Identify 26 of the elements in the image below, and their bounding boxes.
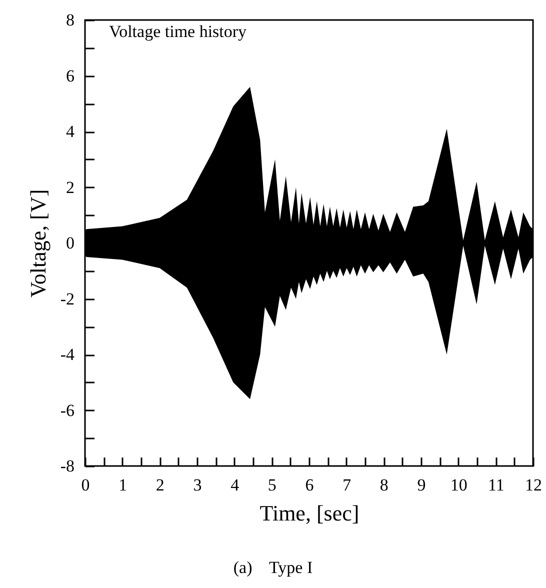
x-tick-label: 7 [342,476,352,494]
text: (a) Type I [232,558,314,578]
x-tick-label: 9 [417,476,426,494]
y-tick-label: 2 [66,178,74,197]
y-axis-title: Voltage, [V] [25,189,50,298]
x-tick-label: 3 [193,476,202,494]
y-tick-label: -8 [60,456,74,476]
x-tick-label: 0 [81,476,90,494]
x-tick-label: 4 [230,476,240,494]
y-tick-label: 6 [66,66,74,86]
y-tick-label: -6 [60,400,74,420]
x-tick-label: 12 [525,476,542,494]
x-tick-label: 6 [305,476,314,494]
y-tick-label: 4 [66,122,75,141]
y-tick-label: 0 [66,234,74,252]
y-tick-label: 8 [66,10,74,30]
chart-title: Voltage time history [109,22,248,41]
x-tick-label: 10 [450,476,468,494]
y-tick-label: -4 [60,345,75,364]
x-tick-label: 8 [380,476,388,494]
y-tick-label: -2 [60,289,74,308]
x-tick-label: 5 [268,476,276,494]
x-tick-label: 1 [118,476,128,494]
x-tick-label: 2 [156,476,164,494]
x-axis-title: Time, [sec] [260,500,360,526]
x-tick-label: 11 [488,476,504,494]
